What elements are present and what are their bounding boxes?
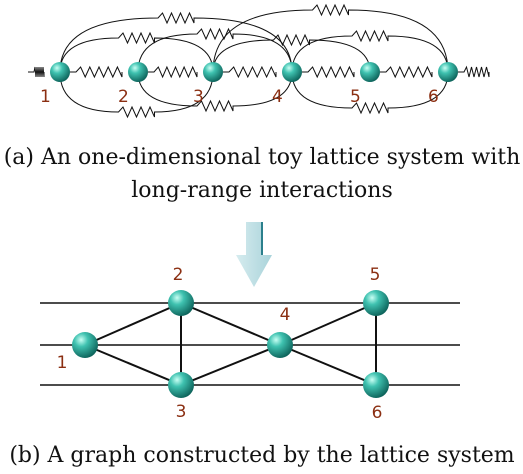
graph-edge bbox=[85, 303, 181, 345]
graph-node-label: 5 bbox=[370, 265, 381, 285]
graph-node bbox=[363, 372, 389, 398]
lattice-node-label: 6 bbox=[428, 87, 439, 107]
graph-node bbox=[168, 372, 194, 398]
lattice-node bbox=[282, 62, 302, 82]
long-range-spring bbox=[60, 13, 292, 72]
spring bbox=[223, 67, 276, 77]
graph-edge bbox=[280, 345, 376, 385]
graph-edge bbox=[181, 345, 280, 385]
graph-node-label: 1 bbox=[57, 353, 68, 373]
spring bbox=[458, 67, 489, 77]
spring bbox=[148, 67, 197, 77]
lattice-node bbox=[50, 62, 70, 82]
lattice-node-label: 2 bbox=[118, 87, 129, 107]
diagram: 1 2 3 4 5 6 (a) An one-dimensional toy lattic… bbox=[0, 0, 523, 474]
lattice: 1 2 3 4 5 6 bbox=[28, 5, 489, 117]
graph-node-label: 3 bbox=[176, 402, 187, 422]
graph-node-label: 2 bbox=[173, 265, 184, 285]
page: {"lattice":{"nodes":[{"label":"1"},{"lab… bbox=[0, 0, 523, 474]
lattice-node bbox=[438, 62, 458, 82]
spring bbox=[70, 67, 122, 77]
lattice-node-label: 1 bbox=[40, 87, 51, 107]
spring bbox=[28, 67, 44, 77]
graph-node-label: 6 bbox=[372, 403, 383, 423]
caption-b: (b) A graph constructed by the lattice s… bbox=[9, 443, 514, 468]
lattice-node bbox=[128, 62, 148, 82]
graph-node bbox=[72, 332, 98, 358]
lattice-node-label: 3 bbox=[193, 87, 204, 107]
spring bbox=[380, 67, 432, 77]
lattice-node-label: 4 bbox=[272, 87, 283, 107]
graph-edge bbox=[181, 303, 280, 345]
graph-edge bbox=[280, 303, 376, 345]
caption-a-line-1: (a) An one-dimensional toy lattice syste… bbox=[4, 145, 521, 170]
spring bbox=[302, 67, 354, 77]
graph-edge bbox=[85, 345, 181, 385]
caption-a-line-2: long-range interactions bbox=[131, 178, 392, 203]
lattice-node bbox=[360, 62, 380, 82]
arrow bbox=[236, 222, 272, 287]
lattice-node-label: 5 bbox=[350, 87, 361, 107]
graph-node bbox=[363, 290, 389, 316]
lattice-node bbox=[203, 62, 223, 82]
long-range-spring bbox=[213, 5, 448, 72]
graph-node bbox=[267, 332, 293, 358]
graph: 1 2 3 4 5 6 bbox=[40, 265, 460, 423]
graph-node bbox=[168, 290, 194, 316]
graph-node-label: 4 bbox=[280, 305, 291, 325]
